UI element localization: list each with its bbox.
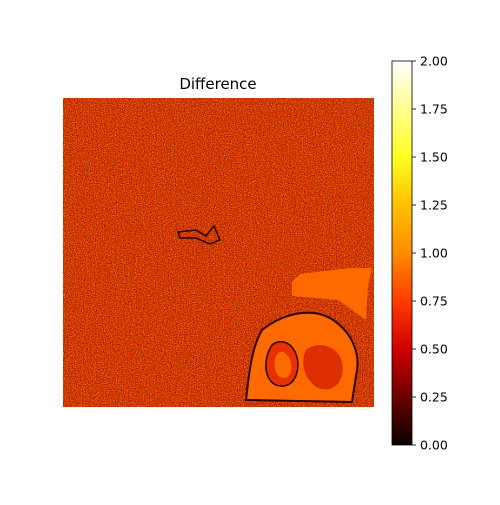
uniform-region-inner-core: [274, 351, 292, 378]
colorbar-tick-label: 0.50: [420, 342, 448, 357]
colorbar-tick-label: 1.00: [420, 246, 448, 261]
colorbar-gradient: [391, 60, 413, 446]
heatmap-image: [63, 98, 374, 407]
uniform-region-noisy-band: [303, 345, 343, 390]
colorbar-ticks: 0.00 0.25 0.50 0.75 1.00 1.25 1.50 1.75 2.00: [412, 54, 448, 453]
colorbar-tick-label: 2.00: [420, 54, 448, 69]
colorbar-tick-label: 0.00: [420, 438, 448, 453]
colorbar-tick-label: 1.75: [420, 102, 448, 117]
dark-edge-feature: [176, 224, 221, 245]
chart-title: Difference: [179, 75, 256, 93]
colorbar-tick-label: 0.25: [420, 390, 448, 405]
uniform-region-upper: [292, 268, 372, 320]
colorbar-tick-label: 1.25: [420, 198, 448, 213]
colorbar-tick-label: 1.50: [420, 150, 448, 165]
colorbar-tick-label: 0.75: [420, 294, 448, 309]
colorbar: 0.00 0.25 0.50 0.75 1.00 1.25 1.50 1.75 2.00: [391, 54, 448, 453]
